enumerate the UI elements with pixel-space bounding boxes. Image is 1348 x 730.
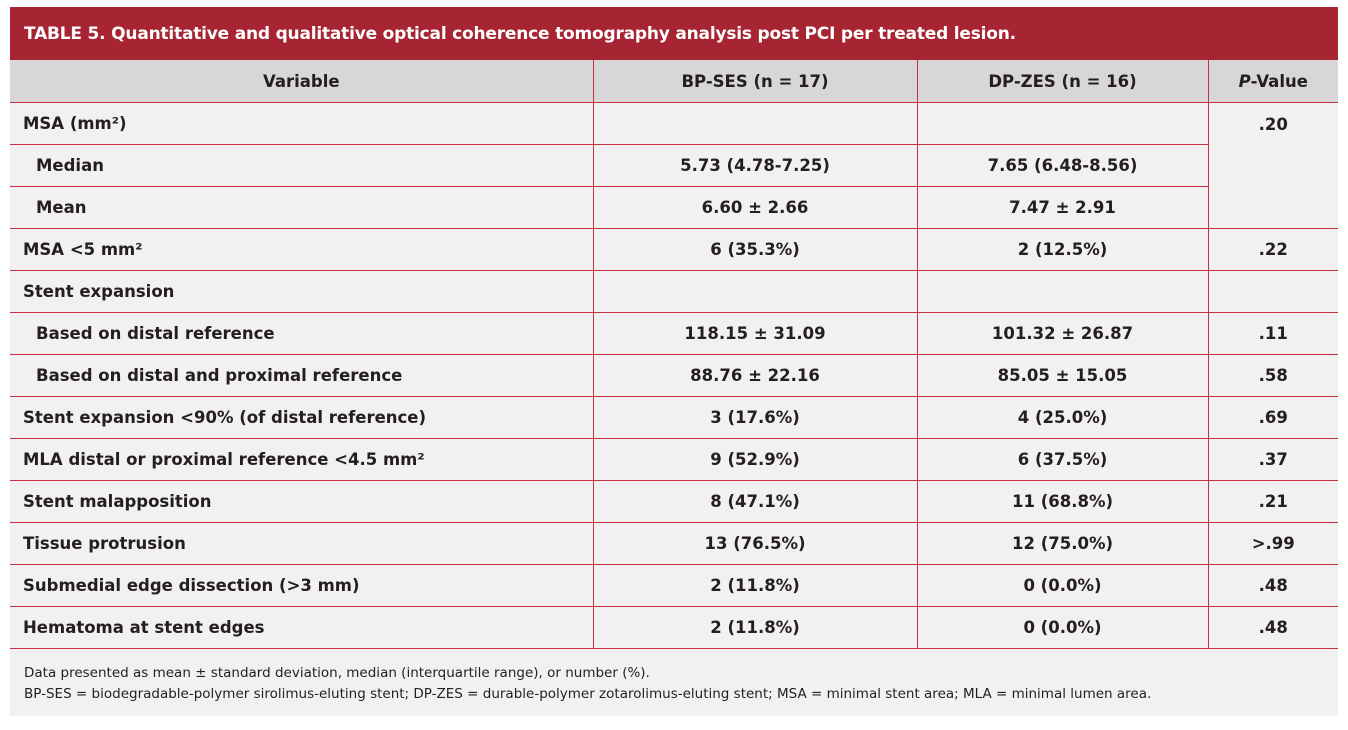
p-value-cell: .37 <box>1207 438 1338 481</box>
dp-zes-cell: 6 (37.5%) <box>916 438 1209 481</box>
table-row: Submedial edge dissection (>3 mm) 2 (11.8… <box>10 564 1338 607</box>
dp-zes-cell: 101.32 ± 26.87 <box>916 312 1209 355</box>
dp-zes-cell: 7.65 (6.48-8.56) <box>916 144 1208 187</box>
header-variable: Variable <box>10 60 594 103</box>
bp-ses-cell: 5.73 (4.78-7.25) <box>592 144 918 187</box>
table-row: Mean 6.60 ± 2.66 7.47 ± 2.91 <box>10 186 1338 229</box>
table-row: Tissue protrusion 13 (76.5%) 12 (75.0%) >.9… <box>10 522 1338 565</box>
table-row: Hematoma at stent edges 2 (11.8%) 0 (0.0%)… <box>10 606 1338 649</box>
footnote: Data presented as mean ± standard deviat… <box>24 665 650 681</box>
dp-zes-cell: 11 (68.8%) <box>916 480 1209 523</box>
p-value-cell: .69 <box>1207 396 1338 439</box>
dp-zes-cell: 12 (75.0%) <box>916 522 1209 565</box>
table-row: MSA <5 mm² 6 (35.3%) 2 (12.5%) .22 <box>10 228 1338 271</box>
table-row: Based on distal and proximal reference 88… <box>10 354 1338 397</box>
table-row: Median 5.73 (4.78-7.25) 7.65 (6.48-8.56) <box>10 144 1338 187</box>
data-table: Variable BP-SES (n = 17) DP-ZES (n = 16)… <box>10 60 1338 649</box>
p-value-cell: .20 <box>1207 102 1338 229</box>
variable-cell: Based on distal reference <box>10 312 594 355</box>
p-value-cell <box>1207 270 1338 313</box>
table-row: Stent malapposition 8 (47.1%) 11 (68.8%) .2… <box>10 480 1338 523</box>
bp-ses-cell: 2 (11.8%) <box>592 564 918 607</box>
variable-cell: Submedial edge dissection (>3 mm) <box>10 564 594 607</box>
p-value-cell: .48 <box>1207 606 1338 649</box>
bp-ses-cell: 6.60 ± 2.66 <box>592 186 918 229</box>
variable-cell: Median <box>10 144 594 187</box>
dp-zes-cell: 0 (0.0%) <box>916 606 1209 649</box>
variable-cell: Mean <box>10 186 594 229</box>
variable-cell: Stent malapposition <box>10 480 594 523</box>
p-value-cell: .58 <box>1207 354 1338 397</box>
variable-cell: MSA (mm²) <box>10 102 594 145</box>
variable-cell: MSA <5 mm² <box>10 228 594 271</box>
bp-ses-cell: 88.76 ± 22.16 <box>592 354 918 397</box>
bp-ses-cell <box>592 270 918 313</box>
table-row: MLA distal or proximal reference <4.5 mm… <box>10 438 1338 481</box>
bp-ses-cell: 13 (76.5%) <box>592 522 918 565</box>
dp-zes-cell: 4 (25.0%) <box>916 396 1209 439</box>
header-p-value: P-Value <box>1207 60 1338 103</box>
p-value-cell: .22 <box>1207 228 1338 271</box>
dp-zes-cell: 2 (12.5%) <box>916 228 1209 271</box>
p-value-cell: .21 <box>1207 480 1338 523</box>
table-figure: TABLE 5. Quantitative and qualitative op… <box>10 7 1338 716</box>
p-value-cell: .48 <box>1207 564 1338 607</box>
variable-cell: MLA distal or proximal reference <4.5 mm… <box>10 438 594 481</box>
dp-zes-cell: 85.05 ± 15.05 <box>916 354 1209 397</box>
bp-ses-cell: 118.15 ± 31.09 <box>592 312 918 355</box>
header-row: Variable BP-SES (n = 17) DP-ZES (n = 16)… <box>10 60 1338 103</box>
bp-ses-cell <box>592 102 918 145</box>
bp-ses-cell: 6 (35.3%) <box>592 228 918 271</box>
p-value-cell: .11 <box>1207 312 1338 355</box>
variable-cell: Hematoma at stent edges <box>10 606 594 649</box>
dp-zes-cell <box>916 102 1209 145</box>
header-dp-zes: DP-ZES (n = 16) <box>916 60 1209 103</box>
p-value-cell: >.99 <box>1207 522 1338 565</box>
table-row: Based on distal reference 118.15 ± 31.09 1… <box>10 312 1338 355</box>
variable-cell: Based on distal and proximal reference <box>10 354 594 397</box>
table-title: TABLE 5. Quantitative and qualitative op… <box>10 7 1338 60</box>
table-row: Stent expansion <box>10 270 1338 313</box>
table-footnotes: Data presented as mean ± standard deviat… <box>10 649 1338 716</box>
variable-cell: Stent expansion <90% (of distal referenc… <box>10 396 594 439</box>
bp-ses-cell: 3 (17.6%) <box>592 396 918 439</box>
table-row: Stent expansion <90% (of distal referenc… <box>10 396 1338 439</box>
bp-ses-cell: 2 (11.8%) <box>592 606 918 649</box>
footnote: BP-SES = biodegradable-polymer sirolimus… <box>24 686 1152 702</box>
variable-cell: Stent expansion <box>10 270 594 313</box>
variable-cell: Tissue protrusion <box>10 522 594 565</box>
table-row: MSA (mm²) .20 <box>10 102 1338 229</box>
dp-zes-cell: 0 (0.0%) <box>916 564 1209 607</box>
dp-zes-cell: 7.47 ± 2.91 <box>916 186 1208 229</box>
bp-ses-cell: 9 (52.9%) <box>592 438 918 481</box>
bp-ses-cell: 8 (47.1%) <box>592 480 918 523</box>
dp-zes-cell <box>916 270 1209 313</box>
header-bp-ses: BP-SES (n = 17) <box>592 60 918 103</box>
